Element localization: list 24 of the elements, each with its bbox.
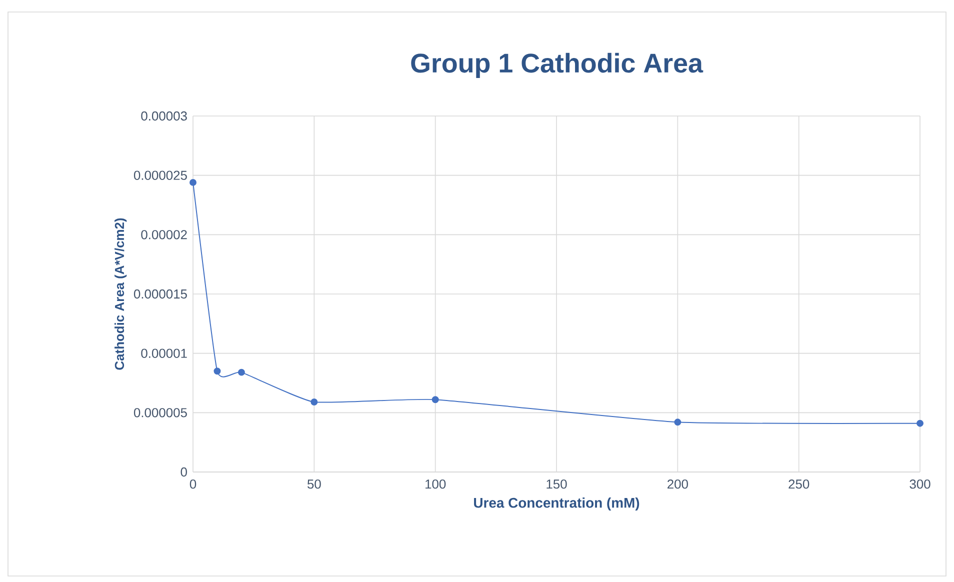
point <box>916 420 924 427</box>
chart-title: Group 1 Cathodic Area <box>411 52 704 78</box>
x-tick-label: 200 <box>668 480 688 489</box>
point <box>238 368 245 376</box>
point <box>310 398 318 406</box>
y-tick-label: 0.000025 <box>134 170 187 180</box>
y-tick-label: 0.00001 <box>141 348 187 358</box>
point <box>674 418 682 426</box>
x-tick-label: 100 <box>426 480 446 489</box>
point <box>432 396 439 404</box>
point <box>190 178 196 186</box>
x-tick-label: 150 <box>546 480 567 489</box>
x-tick-label: 300 <box>910 480 930 489</box>
x-tick-label: 0 <box>190 480 196 489</box>
y-tick-label: 0.00003 <box>141 111 187 121</box>
y-tick-label: 0.000015 <box>134 289 187 299</box>
point <box>214 368 221 375</box>
y-tick-label: 0 <box>180 467 187 477</box>
y-tick-label: 0.000005 <box>134 408 187 418</box>
x-tick-label: 50 <box>307 480 321 489</box>
x-axis-title: Urea Concentration (mM) <box>474 498 640 511</box>
y-tick-label: 0.00002 <box>141 230 187 240</box>
y-axis-title: Cathodic Area (A*V/cm2) <box>114 218 127 370</box>
x-tick-label: 250 <box>788 480 810 489</box>
